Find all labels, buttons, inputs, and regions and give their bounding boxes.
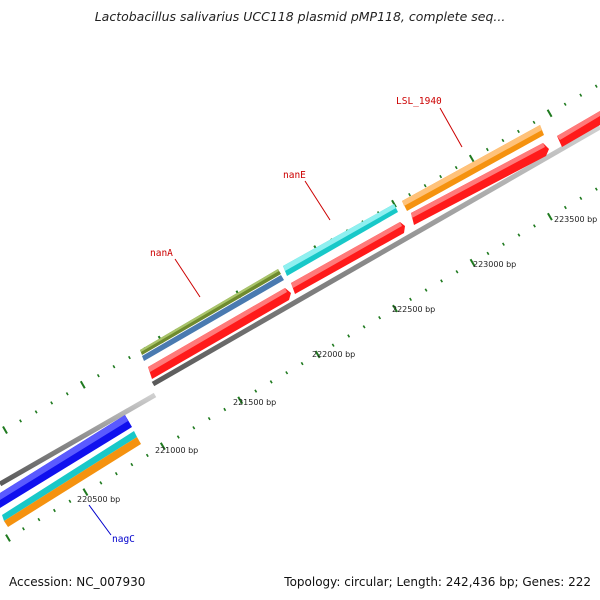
inner-tick	[254, 389, 258, 393]
inner-tick	[207, 416, 211, 421]
outer-tick	[468, 154, 475, 163]
inner-tick	[22, 527, 25, 531]
scale-label-221500: 221500 bp	[233, 398, 276, 407]
backbone-lower	[0, 392, 157, 487]
inner-tick	[223, 407, 227, 412]
gene-nana-olive[interactable]	[140, 269, 281, 355]
inner-tick	[440, 279, 443, 283]
inner-tick	[68, 499, 72, 503]
outer-tick	[439, 174, 443, 179]
inner-tick	[469, 258, 476, 267]
outer-tick	[563, 102, 567, 106]
outer-tick	[408, 193, 411, 197]
inner-tick	[82, 488, 89, 497]
backbone-upper	[151, 124, 600, 387]
outer-tick	[594, 84, 598, 88]
inner-tick	[114, 472, 118, 476]
inner-tick	[378, 315, 382, 320]
inner-tick	[563, 205, 567, 210]
inner-tick	[5, 534, 11, 542]
outer-tick	[128, 355, 131, 360]
scale-label-223500: 223500 bp	[554, 215, 597, 224]
gene-label-lsl1940[interactable]: LSL_1940	[396, 96, 442, 107]
inner-tick-track	[5, 187, 598, 542]
topology-text: Topology: circular; Length: 242,436 bp; …	[284, 575, 591, 589]
gene-red-lsl1940[interactable]	[411, 143, 549, 225]
outer-tick	[112, 365, 116, 369]
outer-tick	[96, 374, 100, 378]
inner-tick	[99, 481, 103, 485]
outer-tick	[485, 147, 489, 152]
scale-label-222500: 222500 bp	[392, 305, 435, 314]
gene-label-nana[interactable]: nanA	[150, 248, 173, 259]
gene-nana-steel[interactable]	[142, 275, 284, 361]
inner-tick	[409, 297, 412, 301]
inner-tick	[533, 224, 536, 228]
gene-label-nane[interactable]: nanE	[283, 170, 306, 181]
outer-tick	[2, 426, 8, 434]
map-title: Lactobacillus salivarius UCC118 plasmid …	[94, 9, 506, 24]
scale-label-220500: 220500 bp	[77, 495, 120, 504]
gene-orange-upper[interactable]	[402, 125, 544, 211]
inner-tick	[159, 442, 166, 451]
outer-tick	[65, 392, 69, 396]
gene-nagc-cyan[interactable]	[2, 431, 137, 521]
inner-tick	[547, 212, 553, 221]
inner-tick	[37, 517, 41, 522]
outer-tick	[454, 165, 458, 170]
scale-label-223000: 223000 bp	[473, 260, 516, 269]
outer-tick	[391, 199, 397, 208]
inner-tick	[331, 343, 335, 347]
gene-nane-cyan[interactable]	[283, 204, 398, 276]
scale-label-222000: 222000 bp	[312, 350, 355, 359]
inner-tick	[362, 325, 366, 329]
inner-tick	[502, 242, 505, 246]
inner-tick	[594, 187, 598, 191]
gene-nagc-orange[interactable]	[4, 437, 141, 527]
inner-tick	[347, 334, 351, 338]
inner-tick	[285, 371, 289, 375]
callout-nagc	[88, 504, 112, 536]
outer-tick	[50, 401, 54, 405]
outer-tick	[34, 410, 38, 414]
accession-text: Accession: NC_007930	[9, 575, 146, 589]
inner-tick	[269, 380, 273, 384]
inner-tick	[314, 350, 321, 359]
gene-red-nane[interactable]	[291, 222, 405, 294]
inner-tick	[392, 304, 398, 313]
callout-nana	[174, 258, 201, 298]
gene-blue-lower[interactable]	[0, 415, 132, 508]
inner-tick	[53, 508, 56, 513]
inner-tick	[130, 462, 134, 467]
inner-tick	[424, 288, 428, 292]
inner-tick	[237, 396, 244, 405]
outer-tick	[19, 419, 22, 423]
inner-tick	[486, 251, 490, 256]
inner-tick	[455, 270, 459, 274]
outer-tick	[423, 184, 427, 188]
gene-lsl1940-forward[interactable]	[557, 111, 600, 147]
outer-tick	[517, 129, 520, 134]
inner-tick	[145, 453, 149, 458]
inner-tick	[176, 435, 180, 439]
outer-tick	[579, 93, 583, 97]
callout-lsl1940	[439, 107, 463, 148]
inner-tick	[192, 426, 196, 430]
outer-tick	[501, 138, 505, 143]
outer-tick	[532, 120, 536, 125]
scale-label-221000: 221000 bp	[155, 446, 198, 455]
outer-tick	[79, 380, 86, 389]
callout-nane	[304, 180, 331, 221]
gene-label-nagc[interactable]: nagC	[112, 534, 135, 545]
outer-tick	[546, 109, 553, 118]
inner-tick	[579, 196, 583, 200]
inner-tick	[300, 361, 304, 366]
inner-tick	[517, 233, 521, 237]
gene-red-nana[interactable]	[148, 288, 291, 379]
